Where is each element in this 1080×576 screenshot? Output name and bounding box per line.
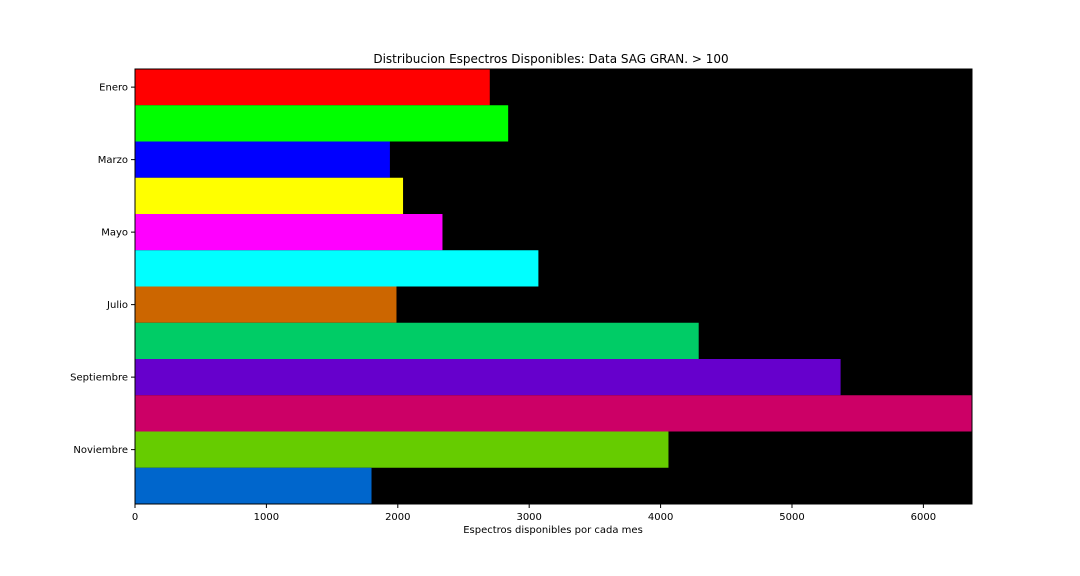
y-tick-label: Enero (99, 83, 128, 94)
y-tick-label: Julio (106, 300, 128, 311)
bars-layer (135, 69, 972, 504)
bar-5 (135, 214, 443, 251)
bar-1 (135, 69, 490, 106)
bar-8 (135, 322, 699, 359)
bar-6 (135, 250, 539, 287)
x-tick-label: 6000 (911, 512, 936, 523)
y-axis: Enero Marzo Mayo Julio Septiembre Noviembre (70, 83, 135, 456)
chart-title: Distribucion Espectros Disponibles: Data… (373, 52, 728, 66)
bar-12 (135, 467, 372, 504)
x-tick-label: 0 (132, 512, 138, 523)
bar-4 (135, 177, 404, 214)
y-tick-label: Septiembre (70, 373, 128, 384)
y-tick-label: Mayo (101, 228, 128, 239)
bar-7 (135, 286, 397, 323)
bar-2 (135, 105, 509, 142)
bar-11 (135, 431, 669, 468)
bar-10 (135, 395, 972, 432)
x-tick-label: 1000 (254, 512, 279, 523)
x-axis: 0 1000 2000 3000 4000 5000 6000 (132, 504, 936, 523)
bar-3 (135, 141, 390, 178)
x-tick-label: 4000 (648, 512, 673, 523)
x-tick-label: 3000 (516, 512, 541, 523)
x-tick-label: 2000 (385, 512, 410, 523)
y-tick-label: Noviembre (73, 445, 128, 456)
bar-9 (135, 359, 841, 396)
x-tick-label: 5000 (779, 512, 804, 523)
plot-frame (134, 68, 973, 505)
y-tick-label: Marzo (98, 155, 128, 166)
x-axis-label: Espectros disponibles por cada mes (463, 525, 643, 536)
